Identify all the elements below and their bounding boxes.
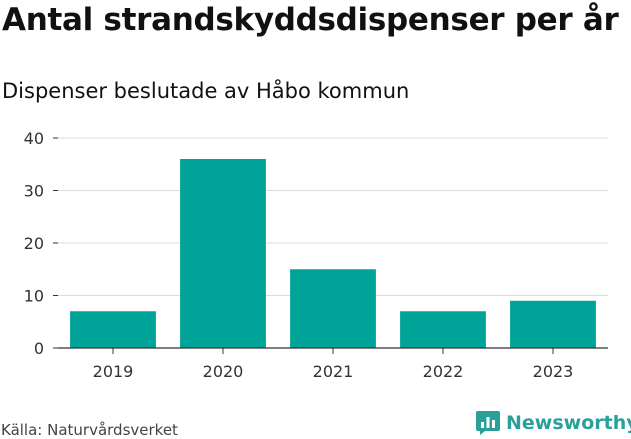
y-tick-label: 20 xyxy=(24,234,44,253)
bar-2021 xyxy=(290,269,376,348)
bar-chart: 0 10 20 30 40 2019 2020 2021 2022 2023 xyxy=(24,129,608,381)
chart-subtitle: Dispenser beslutade av Håbo kommun xyxy=(2,79,410,103)
bar-2023 xyxy=(510,300,596,348)
bars xyxy=(70,159,596,348)
y-tick-label: 40 xyxy=(24,129,44,148)
x-tick-label: 2021 xyxy=(313,362,354,381)
x-tick-label: 2019 xyxy=(93,362,134,381)
brand-name: Newsworthy xyxy=(506,412,631,434)
axes: 0 10 20 30 40 2019 2020 2021 2022 2023 xyxy=(24,129,608,381)
y-tick-label: 10 xyxy=(24,287,44,306)
source-note: Källa: Naturvårdsverket xyxy=(1,421,178,439)
brand-logo: Newsworthy xyxy=(475,408,631,438)
y-tick-label: 30 xyxy=(24,182,44,201)
x-tick-label: 2020 xyxy=(203,362,244,381)
bar-2019 xyxy=(70,311,156,348)
bar-2022 xyxy=(400,311,486,348)
y-tick-label: 0 xyxy=(34,339,44,358)
bar-2020 xyxy=(180,159,266,348)
x-tick-label: 2022 xyxy=(423,362,464,381)
x-tick-label: 2023 xyxy=(533,362,574,381)
newsworthy-logo-icon xyxy=(476,411,500,435)
chart-title: Antal strandskyddsdispenser per år xyxy=(2,2,619,38)
